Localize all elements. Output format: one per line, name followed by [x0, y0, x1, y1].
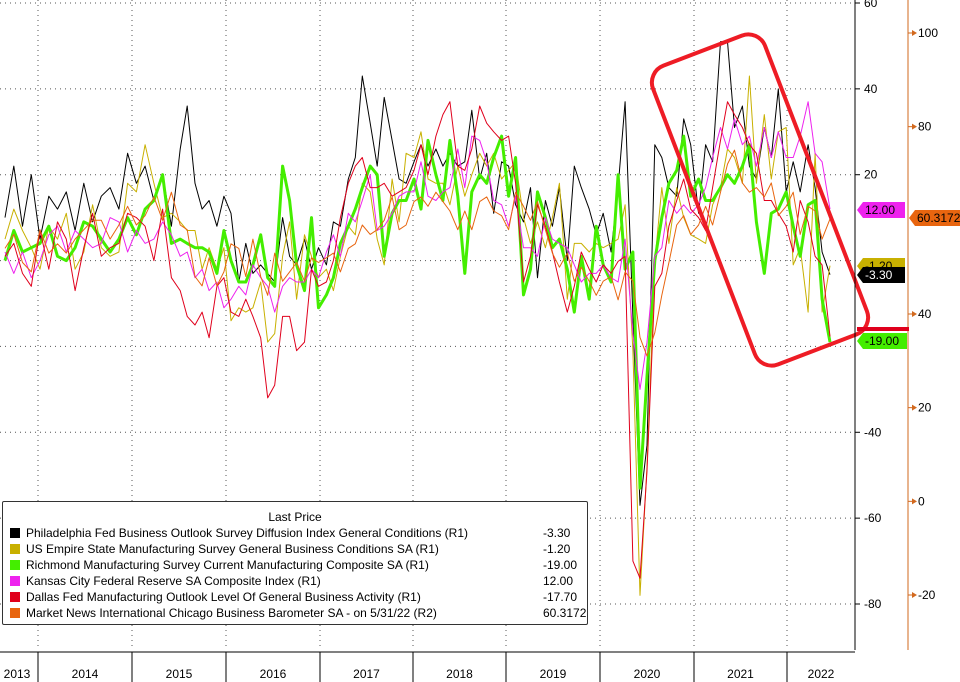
tag-label: 60.3172 [917, 211, 960, 225]
legend-title: Last Price [268, 510, 322, 524]
axes: 60 40 20 -40 -60 -80 100 80 40 20 0 -20 2013 2014 2015… [0, 0, 938, 682]
highlight-box [649, 32, 871, 368]
tag-background [909, 210, 960, 226]
legend-swatch [10, 608, 20, 618]
legend-value: -17.70 [543, 590, 578, 604]
r2-tick-label: 100 [918, 26, 938, 40]
last-value-tag: 12.00 [857, 202, 905, 218]
last-value-tag: -3.30 [857, 267, 905, 283]
r1-tick-label: 60 [864, 0, 878, 10]
r2-tick-label: 20 [918, 401, 932, 415]
tag-background [857, 267, 905, 283]
last-value-tag: -19.00 [857, 333, 907, 349]
r2-tick-arrow [912, 30, 917, 36]
legend-swatch [10, 560, 20, 570]
year-label: 2017 [353, 667, 380, 681]
r1-tick-label: -40 [864, 425, 882, 439]
legend-value: -3.30 [543, 526, 571, 540]
legend-value: -19.00 [543, 558, 578, 572]
r1-tick-label: -60 [864, 511, 882, 525]
dallas-last-value-marker [857, 327, 909, 331]
series-line-6 [4, 149, 831, 357]
r2-tick-arrow [912, 498, 917, 505]
chart-legend: Last Price Philadelphia Fed Business Out… [2, 501, 588, 625]
series-lines [3, 41, 832, 596]
legend-swatch [10, 528, 20, 538]
series-line-1 [4, 41, 831, 506]
r1-tick-label: 40 [864, 82, 878, 96]
year-label: 2016 [260, 667, 287, 681]
legend-label: Kansas City Federal Reserve SA Composite… [26, 574, 321, 588]
tag-background [857, 202, 905, 218]
legend-label: US Empire State Manufacturing Survey Gen… [26, 542, 439, 556]
year-label: 2021 [727, 667, 754, 681]
tag-label: -3.30 [865, 268, 893, 282]
year-label: 2020 [634, 667, 661, 681]
year-label: 2018 [446, 667, 473, 681]
r2-tick-arrow [912, 123, 917, 130]
r2-tick-label: 0 [918, 494, 925, 508]
series-line-5 [4, 101, 831, 579]
year-label: 2022 [808, 667, 835, 681]
year-label: 2013 [4, 667, 31, 681]
legend-swatch [10, 544, 20, 554]
r2-tick-label: 80 [918, 120, 932, 134]
r2-tick-arrow [912, 592, 917, 598]
tag-label: 12.00 [865, 203, 895, 217]
tag-label: -19.00 [865, 334, 899, 348]
grid-lines [0, 0, 855, 650]
tag-background [857, 333, 907, 349]
legend-swatch [10, 576, 20, 586]
legend-value: 12.00 [543, 574, 574, 588]
legend-label: Market News International Chicago Busine… [26, 606, 437, 620]
year-label: 2015 [166, 667, 193, 681]
r2-tick-arrow [912, 404, 917, 411]
r2-tick-label: -20 [918, 588, 936, 602]
r1-tick-label: -80 [864, 597, 882, 611]
legend-label: Richmond Manufacturing Survey Current Ma… [26, 558, 429, 572]
last-value-tag: 60.3172 [909, 210, 960, 226]
r2-tick-label: 40 [918, 307, 932, 321]
legend-value: 60.3172 [543, 606, 587, 620]
highlight-rectangle [649, 32, 871, 368]
legend-value: -1.20 [543, 542, 571, 556]
legend-swatch [10, 592, 20, 602]
year-label: 2019 [540, 667, 567, 681]
year-label: 2014 [72, 667, 99, 681]
series-line-3 [3, 134, 832, 490]
legend-label: Philadelphia Fed Business Outlook Survey… [26, 526, 469, 540]
r2-tick-arrow [912, 311, 917, 317]
legend-label: Dallas Fed Manufacturing Outlook Level O… [26, 590, 421, 604]
r1-tick-label: 20 [864, 168, 878, 182]
